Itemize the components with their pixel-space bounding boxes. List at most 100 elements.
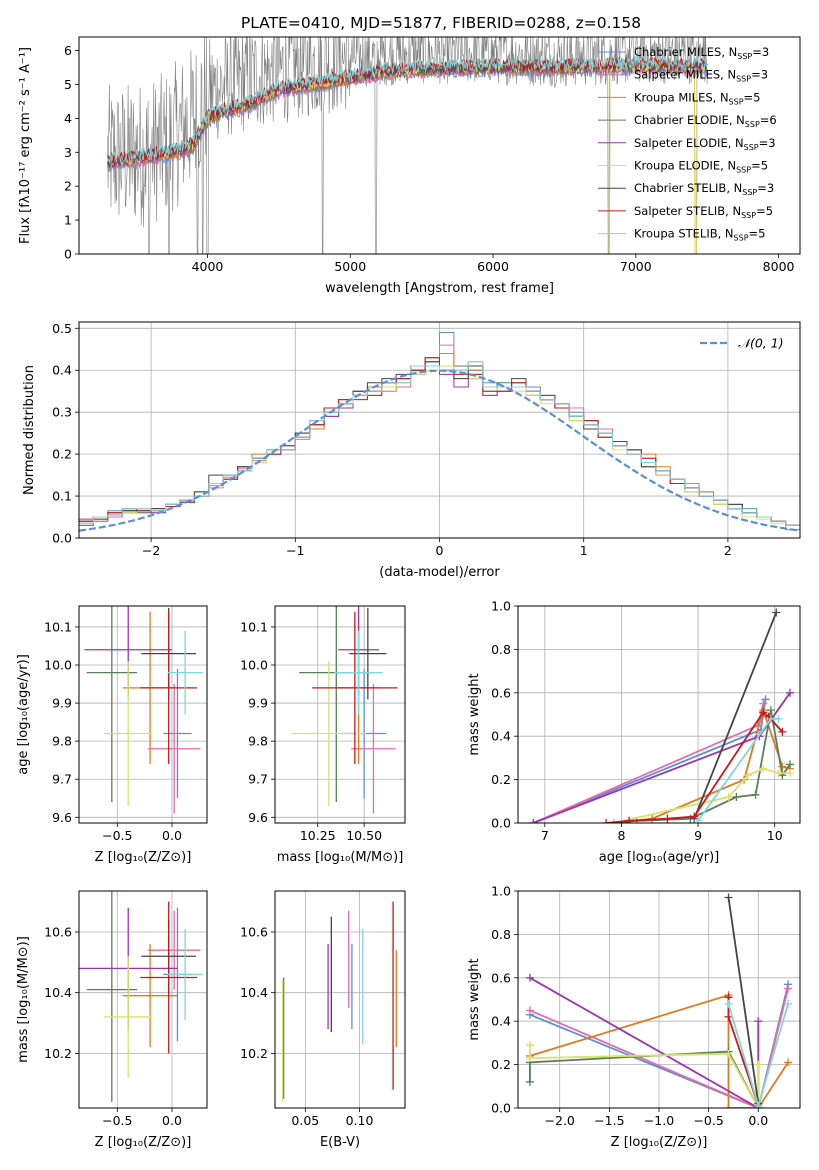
axes-frame bbox=[517, 605, 801, 824]
weight-marker bbox=[724, 999, 733, 1008]
weight-marker bbox=[774, 714, 783, 723]
x-tick-label: −2.0 bbox=[545, 1113, 575, 1128]
x-tick-label: 0 bbox=[436, 543, 444, 558]
y-tick-label: 0.0 bbox=[491, 1101, 511, 1116]
y-tick-label: 1.0 bbox=[491, 884, 511, 899]
legend-label: Kroupa ELODIE, NSSP=5 bbox=[634, 159, 768, 175]
legend-sub: SSP bbox=[744, 143, 759, 152]
y-tick-label: 10.0 bbox=[44, 658, 72, 673]
y-tick-label: 0.8 bbox=[491, 642, 511, 657]
weight-series bbox=[529, 993, 789, 1108]
model-spectrum bbox=[107, 55, 708, 164]
y-tick-label: 0.4 bbox=[491, 1014, 511, 1029]
weight-marker bbox=[786, 769, 795, 778]
legend-tail: =3 bbox=[759, 136, 776, 150]
weight-marker bbox=[774, 769, 783, 778]
y-axis-label: Flux [fλ10⁻¹⁷ erg cm⁻² s⁻¹ A⁻¹] bbox=[18, 47, 33, 244]
x-tick-label: 10 bbox=[767, 828, 783, 843]
y-tick-label: 0.0 bbox=[52, 531, 72, 546]
age_vs_Z-plot bbox=[84, 606, 203, 814]
y-tick-label: 1.0 bbox=[491, 599, 511, 614]
legend-label: Kroupa MILES, NSSP=5 bbox=[634, 90, 760, 106]
axes-frame bbox=[78, 321, 801, 539]
legend-sub: SSP bbox=[734, 234, 749, 243]
legend-tail: =5 bbox=[751, 159, 768, 173]
weight-marker bbox=[724, 1104, 733, 1108]
weight-marker bbox=[724, 893, 733, 902]
y-tick-label: 10.4 bbox=[44, 985, 72, 1000]
y-tick-label: 0.2 bbox=[491, 772, 511, 787]
y-tick-label: 10.1 bbox=[240, 619, 268, 634]
y-axis-label: mass [log₁₀(M/M⊙)] bbox=[16, 936, 31, 1063]
legend-label: Kroupa STELIB, NSSP=5 bbox=[634, 227, 765, 243]
histogram-plot bbox=[79, 332, 800, 538]
weight-series bbox=[727, 897, 760, 1104]
y-tick-label: 1 bbox=[64, 213, 72, 228]
model-spectrum bbox=[107, 56, 708, 165]
x-axis-label: Z [log₁₀(Z/Z⊙)] bbox=[611, 1135, 708, 1150]
legend-sub: SSP bbox=[737, 52, 752, 61]
x-tick-label: 6000 bbox=[477, 259, 509, 274]
weight-marker bbox=[694, 816, 703, 823]
y-tick-label: 10.0 bbox=[240, 658, 268, 673]
y-tick-label: 9.9 bbox=[52, 696, 72, 711]
y-tick-label: 9.7 bbox=[248, 772, 268, 787]
weight-marker bbox=[751, 790, 760, 799]
x-tick-label: 2 bbox=[724, 543, 732, 558]
weight-marker bbox=[759, 708, 768, 717]
x-axis-label: (data-model)/error bbox=[379, 565, 500, 580]
y-tick-label: 10.2 bbox=[240, 1046, 268, 1061]
y-tick-label: 5 bbox=[64, 77, 72, 92]
mass_vs_Z-plot bbox=[79, 891, 203, 1102]
weight-marker bbox=[732, 792, 741, 801]
y-tick-label: 9.9 bbox=[248, 696, 268, 711]
legend-sub: SSP bbox=[736, 75, 751, 84]
figure-title: PLATE=0410, MJD=51877, FIBERID=0288, z=0… bbox=[241, 14, 641, 32]
legend-label: Salpeter STELIB, NSSP=5 bbox=[634, 204, 773, 220]
weight-marker bbox=[525, 1077, 534, 1086]
x-tick-label: −1 bbox=[286, 543, 304, 558]
weight-marker bbox=[690, 812, 699, 821]
weight-series bbox=[529, 988, 789, 1108]
legend-text: Chabrier MILES, N bbox=[634, 45, 737, 59]
weight-marker bbox=[786, 688, 795, 697]
x-tick-label: 10.25 bbox=[300, 828, 336, 843]
y-axis-label: age [log₁₀(age/yr)] bbox=[16, 654, 31, 775]
y-tick-label: 9.7 bbox=[52, 772, 72, 787]
legend-text: Salpeter ELODIE, N bbox=[634, 136, 744, 150]
legend-label: Chabrier STELIB, NSSP=3 bbox=[634, 181, 774, 197]
x-tick-label: −2 bbox=[142, 543, 160, 558]
x-tick-label: 0.0 bbox=[162, 828, 182, 843]
x-tick-label: 10.50 bbox=[346, 828, 382, 843]
spectrum-axes: 4000 5000 6000 7000 8000 0 1 2 3 4 5 6 wavelength [A… bbox=[18, 43, 795, 296]
legend-tail: =3 bbox=[752, 45, 769, 59]
axes-frame bbox=[274, 890, 406, 1109]
weight-marker bbox=[625, 816, 634, 823]
axes-frame bbox=[78, 605, 208, 824]
weight-marker bbox=[759, 764, 768, 773]
weight-marker bbox=[602, 819, 611, 823]
axes-frame bbox=[517, 890, 801, 1109]
x-tick-label: 0.0 bbox=[748, 1113, 768, 1128]
x-tick-label: 5000 bbox=[334, 259, 366, 274]
x-axis-label: mass [log₁₀(M/M⊙)] bbox=[277, 850, 404, 865]
x-axis-label: age [log₁₀(age/yr)] bbox=[599, 850, 720, 865]
weight-marker bbox=[525, 1054, 534, 1063]
weight-marker bbox=[743, 771, 752, 780]
legend-label: Salpeter MILES, NSSP=3 bbox=[634, 68, 768, 84]
weight-marker bbox=[766, 714, 775, 723]
y-tick-label: 0.6 bbox=[491, 685, 511, 700]
y-tick-label: 2 bbox=[64, 179, 72, 194]
x-tick-label: 7000 bbox=[620, 259, 652, 274]
y-tick-label: 10.6 bbox=[240, 924, 268, 939]
legend-sub: SSP bbox=[729, 97, 744, 106]
x-tick-label: −0.5 bbox=[693, 1113, 723, 1128]
weight-marker bbox=[772, 608, 781, 617]
y-tick-label: 10.2 bbox=[44, 1046, 72, 1061]
y-tick-label: 0.4 bbox=[52, 363, 72, 378]
x-tick-label: −1.0 bbox=[644, 1113, 674, 1128]
weight-marker bbox=[784, 984, 793, 993]
y-axis-label: Normed distribution bbox=[22, 365, 37, 495]
